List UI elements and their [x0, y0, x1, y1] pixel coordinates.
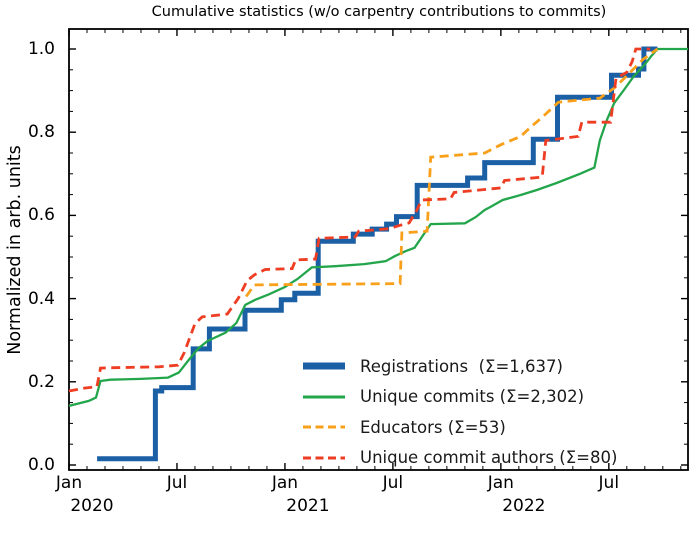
legend-line-swatch: [303, 395, 345, 399]
legend-item-unique-commits: Unique commits (Σ=2,302): [303, 382, 617, 413]
legend-label: Unique commit authors (Σ=80): [360, 448, 618, 468]
x-tick-label: Jan: [55, 473, 83, 493]
legend-label: Unique commits (Σ=2,302): [360, 387, 585, 407]
y-tick-label: 1.0: [27, 39, 55, 59]
legend-line-swatch: [303, 425, 345, 429]
x-tick-year-label: 2021: [286, 496, 330, 516]
x-tick-label: Jan: [271, 473, 299, 493]
legend-label: Registrations (Σ=1,637): [360, 356, 563, 376]
axes-spines: [68, 28, 689, 471]
y-tick-label: 0.2: [27, 371, 55, 392]
chart-title: Cumulative statistics (w/o carpentry con…: [151, 4, 607, 20]
x-tick-label: Jan: [487, 473, 514, 493]
x-tick-year-label: 2020: [70, 496, 114, 516]
x-tick-label: Jul: [166, 473, 188, 493]
x-tick-year-label: 2022: [502, 496, 546, 516]
legend-line-swatch: [303, 456, 345, 460]
series-educators: [245, 47, 659, 298]
series-unique-commit-authors: [68, 47, 651, 393]
x-tick-label: Jul: [382, 473, 404, 493]
y-tick-label: 0.0: [27, 455, 55, 475]
legend-item-unique-commit-authors: Unique commit authors (Σ=80): [303, 443, 617, 474]
legend-line-swatch: [303, 362, 345, 370]
legend-label: Educators (Σ=53): [360, 417, 506, 437]
legend: Registrations (Σ=1,637) Unique commits (Σ…: [303, 351, 617, 473]
legend-item-registrations: Registrations (Σ=1,637): [303, 351, 617, 382]
y-tick-label: 0.6: [27, 205, 55, 226]
y-tick-label: 0.4: [27, 288, 55, 309]
legend-item-educators: Educators (Σ=53): [303, 412, 617, 443]
y-tick-label: 0.8: [27, 122, 55, 143]
x-tick-label: Jul: [598, 473, 620, 493]
